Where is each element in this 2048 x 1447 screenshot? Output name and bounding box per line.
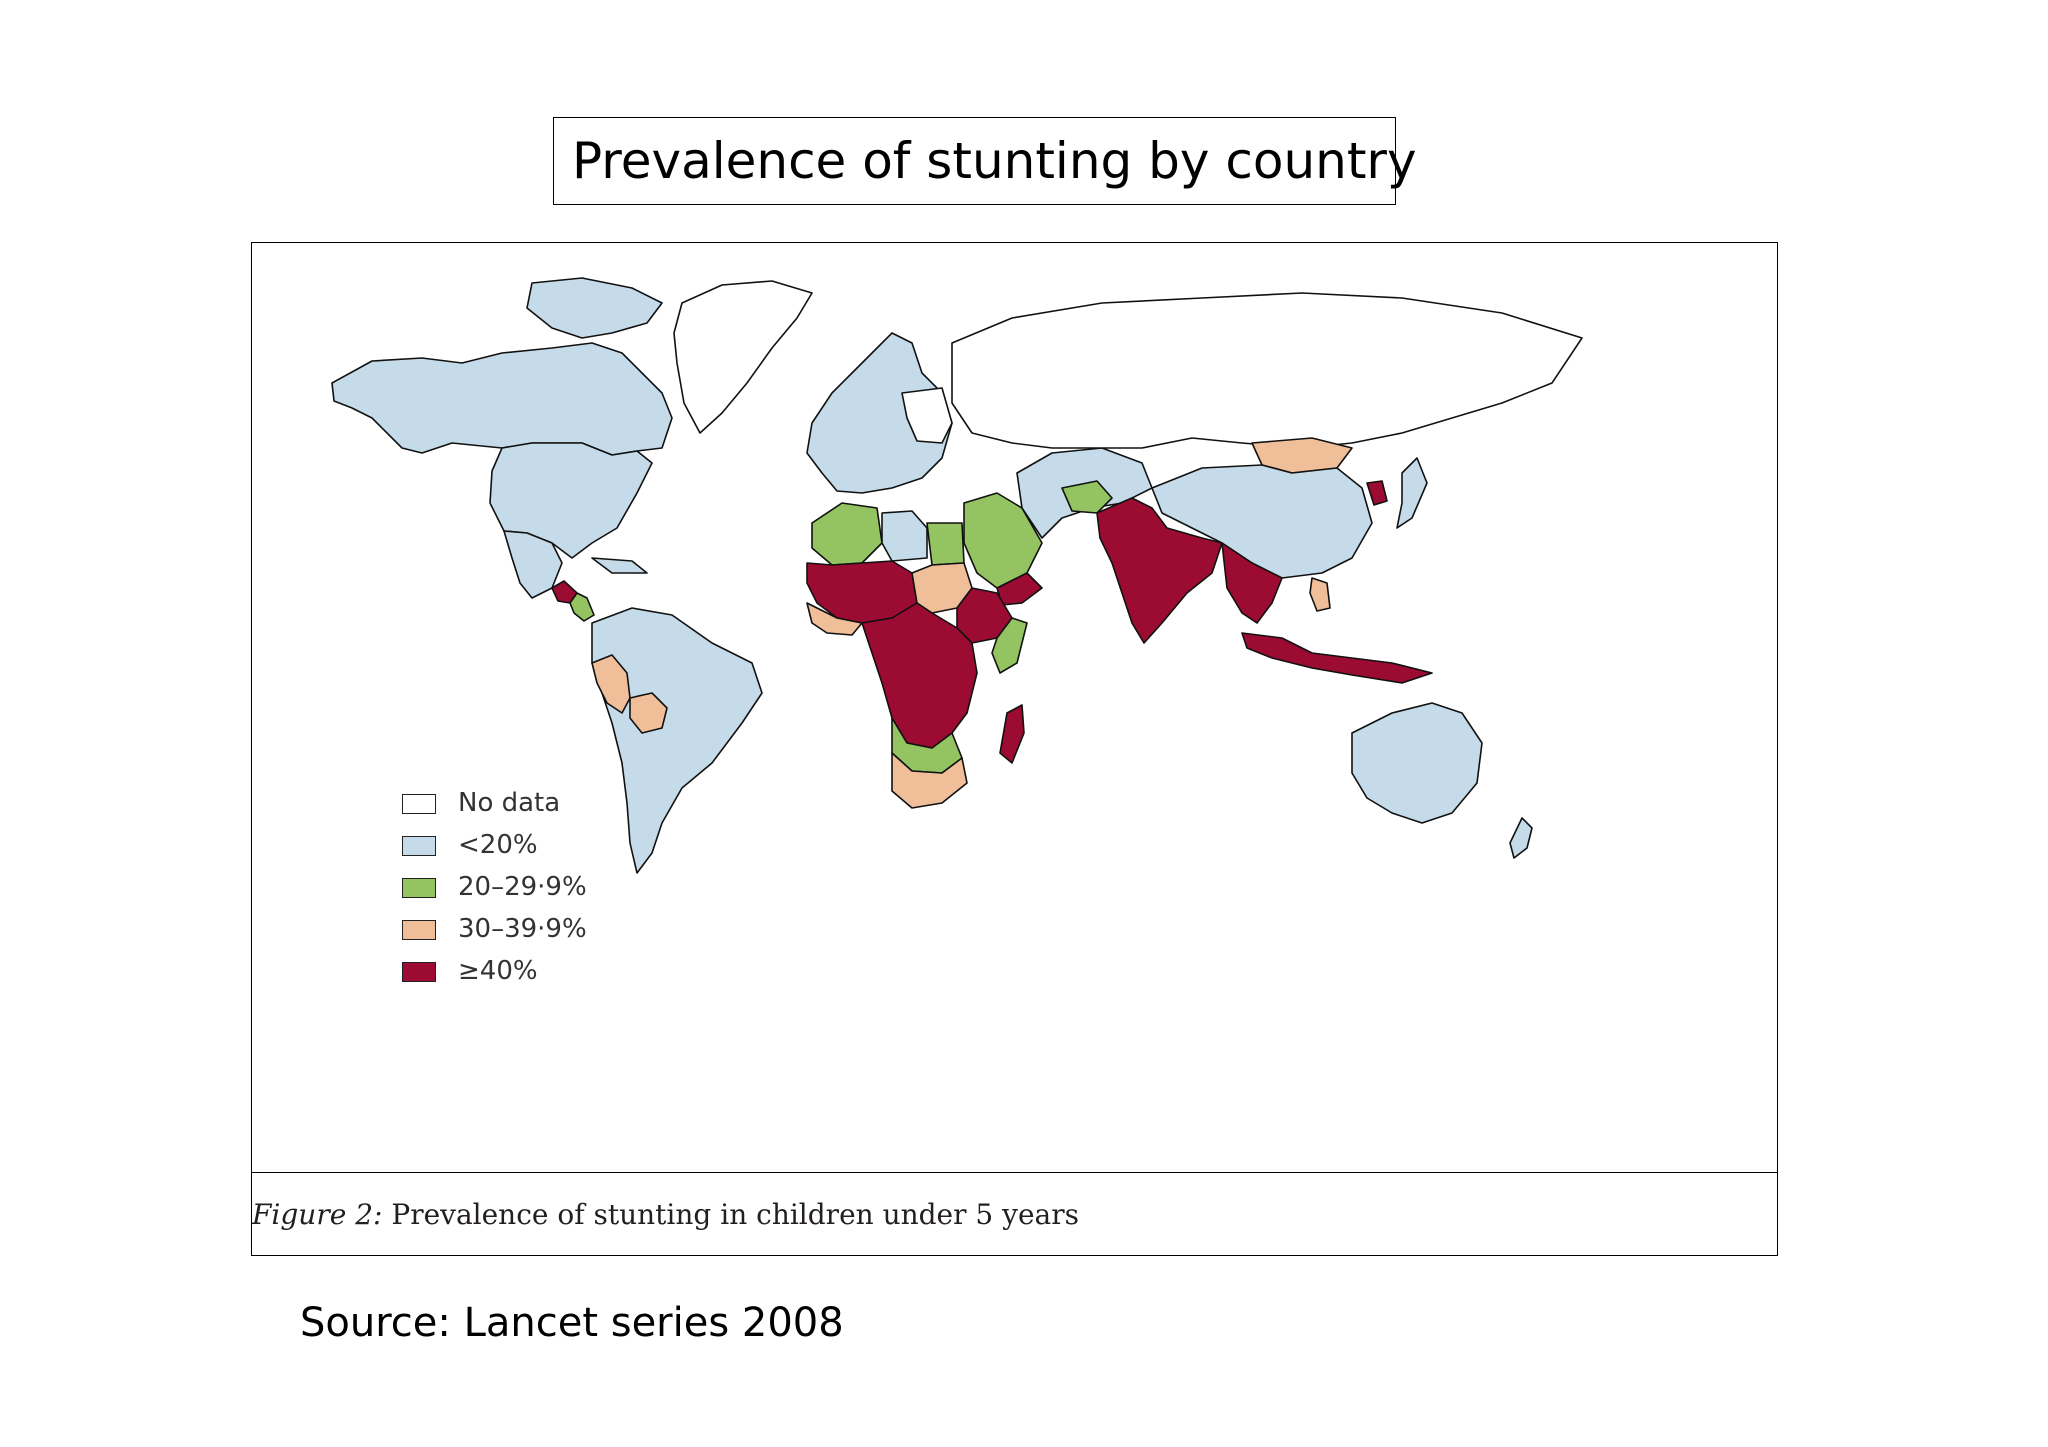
legend-swatch-ge40 — [402, 962, 436, 982]
region-japan — [1396, 457, 1428, 529]
region-china — [1151, 464, 1373, 579]
region-south-america — [591, 607, 763, 874]
region-north-korea — [1366, 480, 1388, 506]
region-central-africa — [861, 602, 978, 749]
slide-title: Prevalence of stunting by country — [553, 117, 1417, 205]
region-afghanistan — [1061, 480, 1113, 514]
region-australia — [1351, 702, 1483, 824]
source-note: Source: Lancet series 2008 — [300, 1300, 844, 1346]
region-south-asia — [1096, 497, 1223, 644]
legend-swatch-no-data — [402, 794, 436, 814]
region-southeast-asia — [1221, 542, 1283, 624]
figure-caption: Figure 2: Prevalence of stunting in chil… — [252, 1198, 1079, 1231]
region-central-america — [569, 592, 595, 622]
region-new-zealand — [1509, 817, 1533, 859]
legend-label: No data — [458, 788, 561, 818]
region-caribbean — [591, 557, 648, 574]
caption-text: Prevalence of stunting in children under… — [382, 1198, 1079, 1231]
legend-label: ≥40% — [458, 956, 538, 986]
region-indonesia — [1241, 632, 1433, 684]
region-greenland — [673, 280, 813, 434]
region-canada-alaska — [331, 342, 673, 456]
figure-divider — [252, 1172, 1777, 1173]
legend-label: 30–39·9% — [458, 914, 587, 944]
caption-label: Figure 2: — [252, 1198, 383, 1231]
region-usa — [489, 442, 653, 559]
region-peru — [591, 654, 631, 714]
region-arctic-islands — [526, 277, 663, 339]
legend-label: 20–29·9% — [458, 872, 587, 902]
region-eastern-europe — [901, 387, 953, 444]
region-russia — [951, 292, 1583, 449]
region-west-africa-coast — [806, 602, 863, 636]
region-south-africa — [891, 752, 968, 809]
region-libya — [881, 510, 928, 562]
legend-label: <20% — [458, 830, 538, 860]
world-map-svg — [331, 277, 1583, 874]
figure-panel: No data <20% 20–29·9% 30–39·9% ≥40% Figu… — [251, 242, 1778, 1256]
region-madagascar — [999, 704, 1025, 764]
region-egypt — [926, 522, 965, 566]
region-north-africa-west — [811, 502, 883, 566]
legend-swatch-20-29 — [402, 878, 436, 898]
region-bolivia — [629, 692, 668, 734]
legend-swatch-30-39 — [402, 920, 436, 940]
legend-swatch-lt20 — [402, 836, 436, 856]
world-map: No data <20% 20–29·9% 30–39·9% ≥40% — [252, 243, 1776, 1172]
region-somalia — [991, 617, 1028, 674]
region-philippines — [1309, 577, 1331, 612]
